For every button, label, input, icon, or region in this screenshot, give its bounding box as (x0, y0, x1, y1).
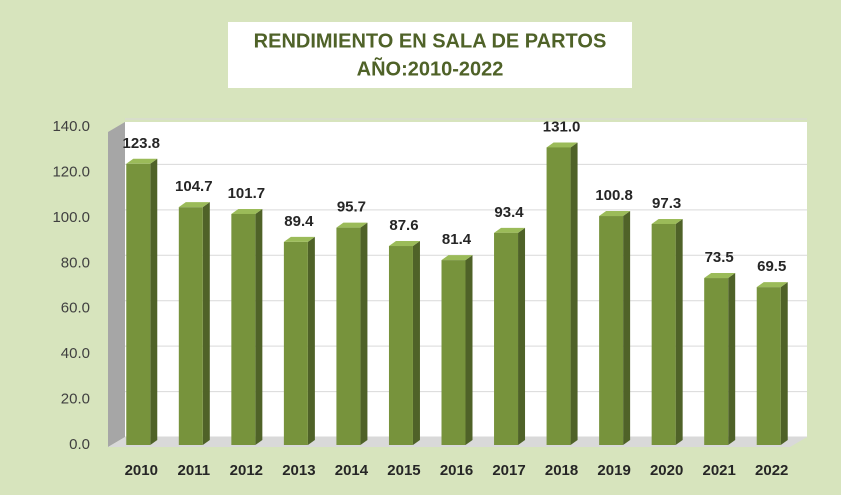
data-label: 97.3 (652, 195, 681, 212)
bar-side (675, 218, 683, 445)
y-tick-label: 100.0 (52, 209, 90, 226)
data-label: 101.7 (228, 185, 266, 202)
data-label: 73.5 (705, 249, 734, 266)
y-tick-label: 80.0 (61, 254, 90, 271)
bar-top (336, 222, 368, 228)
bar-top (599, 211, 631, 217)
bar-top (126, 158, 158, 164)
bar-side (202, 202, 210, 445)
x-tick-label: 2021 (703, 462, 736, 479)
bar-side (307, 236, 315, 445)
bar (651, 223, 676, 445)
x-tick-label: 2013 (282, 462, 315, 479)
x-tick-label: 2011 (178, 462, 211, 479)
y-tick-label: 40.0 (61, 345, 90, 362)
bar (231, 213, 256, 445)
x-tick-label: 2012 (230, 462, 263, 479)
data-label: 93.4 (494, 204, 524, 221)
data-label: 100.8 (595, 187, 633, 204)
x-tick-label: 2014 (335, 462, 369, 479)
bar (756, 287, 781, 445)
bar-side (412, 241, 420, 445)
bar-side (570, 142, 578, 445)
data-label: 123.8 (122, 135, 160, 152)
data-label: 131.0 (543, 118, 581, 135)
x-tick-label: 2010 (125, 462, 158, 479)
x-tick-label: 2016 (440, 462, 473, 479)
bar-side (255, 208, 263, 445)
bar (546, 147, 571, 445)
data-label: 81.4 (442, 231, 472, 248)
bar (126, 163, 151, 445)
side-wall (108, 122, 125, 447)
y-tick-label: 20.0 (61, 391, 90, 408)
bar (441, 260, 466, 445)
bar-side (150, 158, 158, 445)
bar-side (780, 282, 788, 445)
bar-top (388, 241, 420, 247)
x-tick-label: 2017 (492, 462, 525, 479)
chart-title: RENDIMIENTO EN SALA DE PARTOS (254, 30, 607, 52)
bar (283, 241, 308, 445)
y-tick-label: 140.0 (52, 118, 90, 135)
x-tick-label: 2019 (597, 462, 630, 479)
y-tick-label: 120.0 (52, 163, 90, 180)
bar (599, 216, 624, 445)
data-label: 104.7 (175, 178, 213, 195)
bar-top (178, 202, 210, 208)
bar-top (651, 218, 683, 224)
title-box (228, 22, 632, 88)
bar (704, 278, 729, 445)
bar-top (704, 273, 736, 279)
x-tick-label: 2022 (755, 462, 788, 479)
bar (494, 232, 519, 445)
bar (388, 246, 413, 445)
data-label: 95.7 (337, 199, 366, 216)
x-tick-label: 2020 (650, 462, 683, 479)
bar (178, 207, 203, 445)
chart-subtitle: AÑO:2010-2022 (357, 57, 504, 80)
bar-top (283, 236, 315, 242)
y-tick-label: 0.0 (69, 436, 90, 453)
bar-top (441, 255, 473, 261)
data-label: 89.4 (284, 213, 314, 230)
data-label: 87.6 (389, 217, 418, 234)
bar-side (518, 227, 526, 445)
bar-top (546, 142, 578, 148)
bar-top (231, 208, 263, 214)
bar (336, 227, 361, 445)
y-tick-label: 60.0 (61, 300, 90, 317)
bar-side (360, 222, 368, 445)
bar-top (494, 227, 526, 233)
bar-side (728, 273, 736, 445)
bar-top (756, 282, 788, 288)
x-tick-label: 2018 (545, 462, 578, 479)
data-label: 69.5 (757, 258, 786, 275)
bar-side (623, 211, 631, 445)
bar-side (465, 255, 473, 445)
x-tick-label: 2015 (387, 462, 420, 479)
